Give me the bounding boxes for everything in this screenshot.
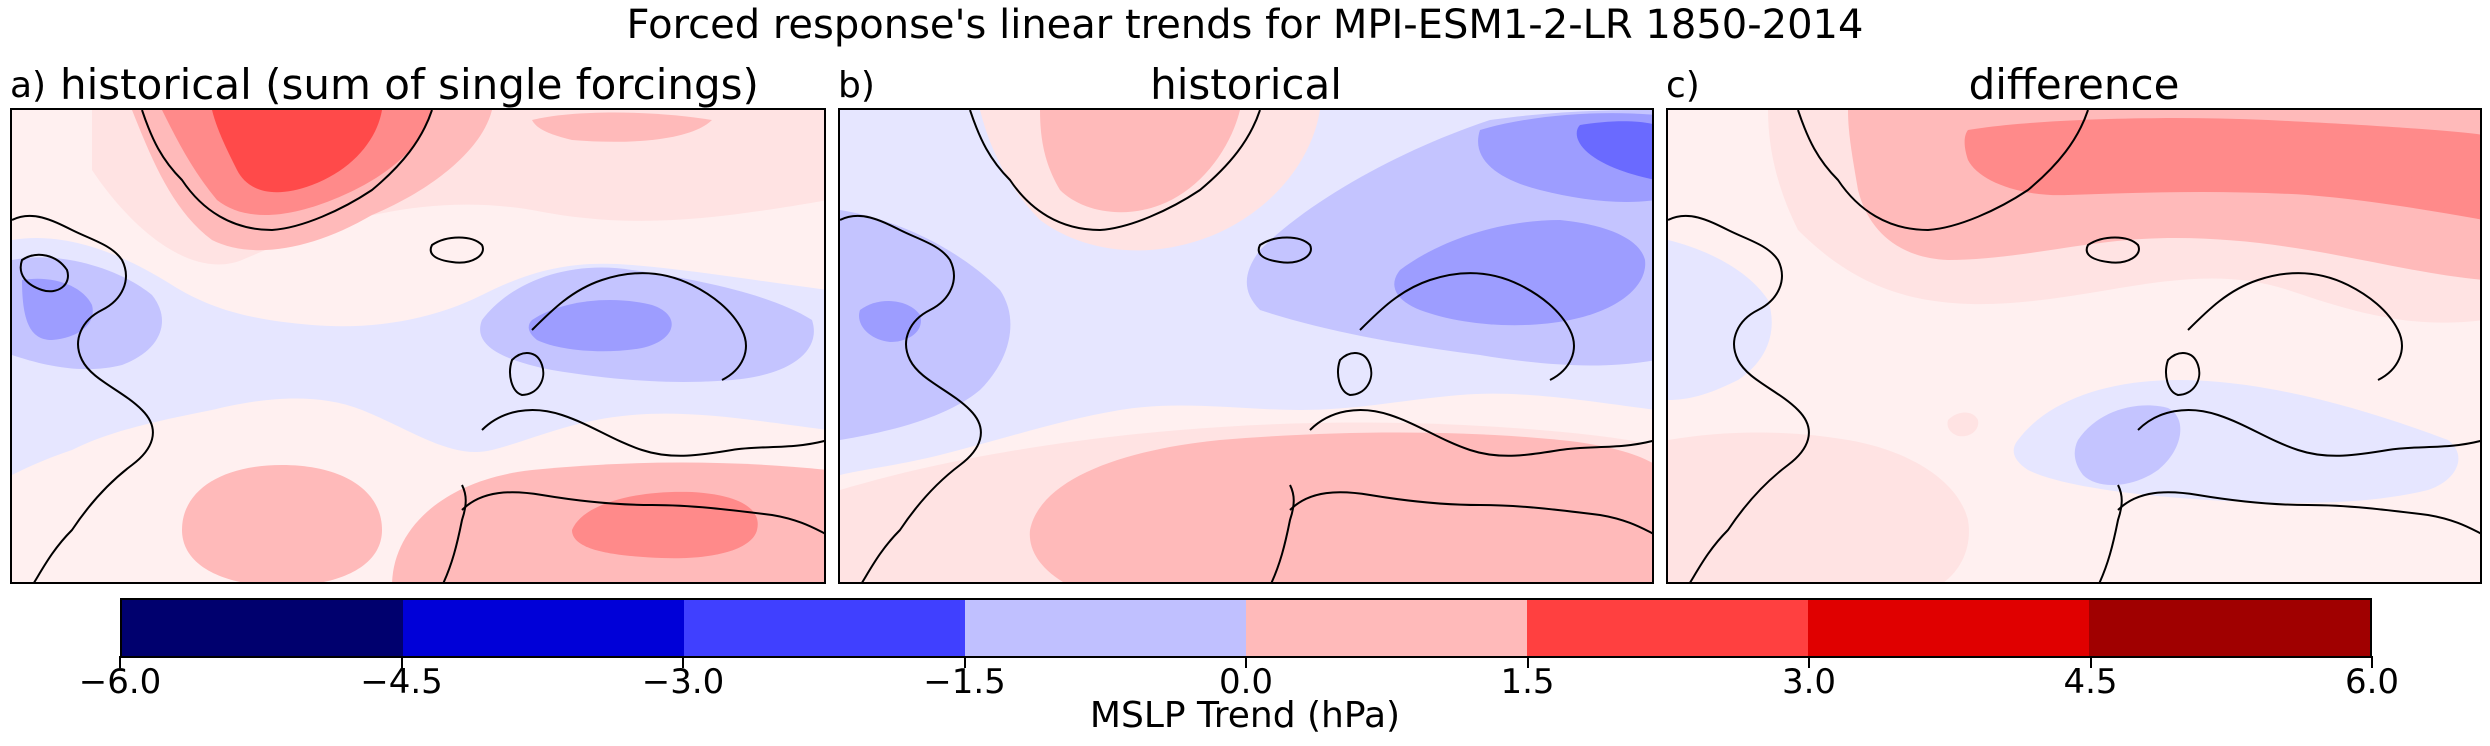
map-c-coastline-africa xyxy=(2117,491,2480,535)
colorbar-tick-mark xyxy=(1245,656,1247,668)
colorbar-tick-mark xyxy=(1526,656,1529,668)
map-a-coastline-africa xyxy=(461,491,824,535)
colorbar-segment-6 xyxy=(1808,600,2089,656)
map-c-sw-pink xyxy=(1668,432,1969,582)
colorbar-segment-2 xyxy=(684,600,965,656)
map-c-svg xyxy=(1668,110,2480,582)
map-a-coastline-west-africa xyxy=(442,484,467,582)
map-c-arctic-max xyxy=(1964,118,2480,220)
map-a-coastline-iceland xyxy=(429,236,484,264)
map-a-coastline-europe-south xyxy=(481,409,824,457)
colorbar-tick-mark xyxy=(2089,656,2092,668)
figure-title: Forced response's linear trends for MPI-… xyxy=(626,2,1864,48)
colorbar-tick-label: −3.0 xyxy=(641,662,725,702)
map-b-na-low xyxy=(840,210,1011,440)
map-c-na-low xyxy=(1668,240,1772,400)
map-panel-a xyxy=(10,108,826,584)
colorbar-tick-label: −4.5 xyxy=(360,662,443,702)
colorbar-segment-3 xyxy=(965,600,1246,656)
map-b-coastline-west-africa xyxy=(1270,484,1295,582)
colorbar-tick-mark xyxy=(119,656,121,668)
map-b-coastline-greenland xyxy=(969,110,1261,232)
colorbar-segment-0 xyxy=(122,600,403,656)
panel-c-title: difference xyxy=(1968,60,2180,109)
map-a-coastline-canada-islands xyxy=(19,253,69,293)
map-c-coastline-british-isles xyxy=(2165,352,2201,397)
colorbar-tick-mark xyxy=(1808,656,1810,668)
map-panel-b xyxy=(838,108,1654,584)
map-c-coastline-west-africa xyxy=(2098,484,2123,582)
colorbar-tick-mark xyxy=(682,656,684,668)
map-a-na-low-inner xyxy=(22,278,93,340)
map-c-small-pink xyxy=(1947,412,1979,437)
colorbar-tick-mark xyxy=(2371,656,2373,668)
map-b-greenland-high xyxy=(1040,110,1240,213)
map-c-coastline-iceland xyxy=(2085,236,2140,264)
map-c-coastline-europe-south xyxy=(2137,409,2480,457)
map-b-coastline-africa xyxy=(1289,491,1652,535)
map-c-atlantic-low-core xyxy=(2074,405,2181,486)
map-a-coastline-greenland xyxy=(141,110,433,232)
map-b-coastline-scandinavia xyxy=(1359,272,1575,381)
map-a-coastline-north-america xyxy=(12,214,154,582)
map-a-coastline-british-isles xyxy=(509,352,545,397)
colorbar xyxy=(120,598,2372,658)
map-b-ne-canada-blob xyxy=(859,300,921,342)
panel-b-letter: b) xyxy=(838,65,875,106)
map-b-coastline-british-isles xyxy=(1337,352,1373,397)
colorbar-tick-label: −6.0 xyxy=(78,662,162,702)
map-a-eu-low-inner xyxy=(528,300,672,352)
colorbar-tick-mark xyxy=(400,656,403,668)
panel-c-letter: c) xyxy=(1666,65,1700,106)
map-a-arctic-blob xyxy=(532,112,712,142)
map-a-svg xyxy=(12,110,824,582)
map-c-coastline-north-america xyxy=(1668,214,1810,582)
map-c-east-max xyxy=(2407,141,2480,220)
map-b-coastline-europe-south xyxy=(1309,409,1652,457)
colorbar-segment-5 xyxy=(1527,600,1808,656)
colorbar-tick-label: 3.0 xyxy=(1781,662,1837,702)
map-a-greenland-max xyxy=(212,110,382,193)
map-c-coastline-greenland xyxy=(1797,110,2089,232)
map-b-coastline-iceland xyxy=(1257,236,1312,264)
map-a-coastline-scandinavia xyxy=(531,272,747,381)
colorbar-segment-7 xyxy=(2089,600,2370,656)
map-b-barents-core xyxy=(1576,121,1652,180)
panel-a-title: historical (sum of single forcings) xyxy=(60,60,759,109)
map-panel-c xyxy=(1666,108,2482,584)
map-b-svg xyxy=(840,110,1652,582)
colorbar-tick-mark xyxy=(963,656,966,668)
colorbar-tick-label: 6.0 xyxy=(2344,662,2400,702)
colorbar-tick-label: 0.0 xyxy=(1218,662,1274,702)
map-b-subtropical-high xyxy=(1029,432,1652,582)
colorbar-tick-label: 4.5 xyxy=(2063,662,2118,702)
map-b-coastline-north-america xyxy=(840,214,982,582)
panel-a-letter: a) xyxy=(10,65,47,106)
colorbar-tick-label: −1.5 xyxy=(923,662,1006,702)
panel-b-title: historical xyxy=(1150,60,1342,109)
map-c-coastline-scandinavia xyxy=(2187,272,2403,381)
colorbar-tick-label: 1.5 xyxy=(1500,662,1555,702)
map-a-subtropical-high xyxy=(182,465,382,582)
colorbar-label: MSLP Trend (hPa) xyxy=(1089,695,1401,736)
map-b-scandinavia-low xyxy=(1394,220,1646,326)
colorbar-segment-1 xyxy=(403,600,684,656)
colorbar-segment-4 xyxy=(1246,600,1527,656)
